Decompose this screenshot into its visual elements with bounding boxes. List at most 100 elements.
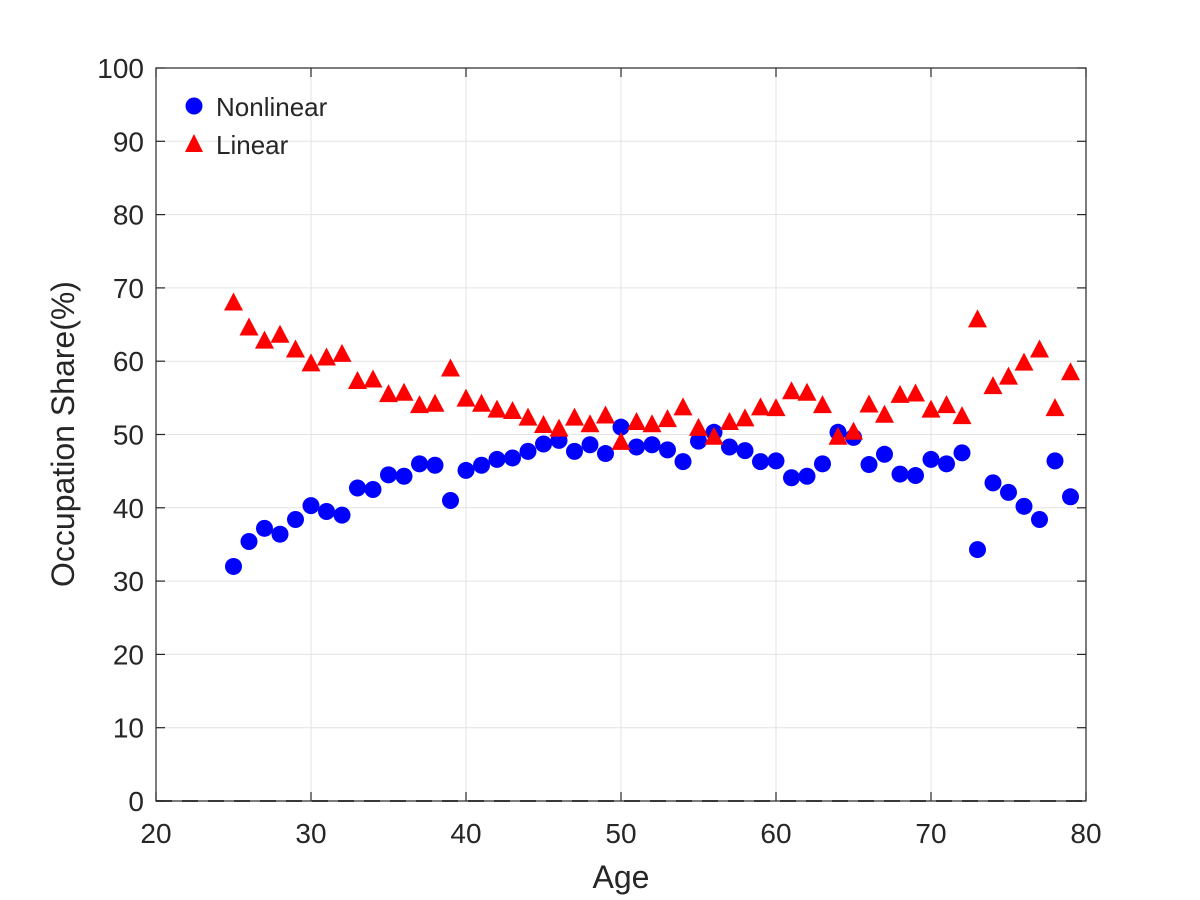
x-tick-label: 70: [915, 818, 946, 849]
data-point-linear: [1045, 398, 1065, 417]
y-tick-label: 10: [113, 713, 144, 744]
data-point-nonlinear: [411, 455, 428, 473]
data-point-nonlinear: [442, 491, 459, 509]
data-point-nonlinear: [814, 455, 831, 473]
data-point-linear: [270, 324, 290, 343]
data-point-nonlinear: [628, 438, 645, 456]
data-point-linear: [642, 414, 662, 433]
x-tick-label: 30: [295, 818, 326, 849]
legend-marker-nonlinear: [185, 97, 203, 115]
data-points: [224, 292, 1080, 575]
y-tick-label: 30: [113, 566, 144, 597]
data-point-linear: [968, 309, 987, 328]
data-point-nonlinear: [798, 467, 816, 485]
data-point-linear: [534, 414, 553, 433]
data-point-linear: [952, 406, 972, 425]
data-point-linear: [735, 408, 755, 427]
data-point-linear: [503, 401, 522, 420]
data-point-nonlinear: [969, 541, 986, 559]
data-point-nonlinear: [426, 456, 444, 474]
y-tick-label: 70: [113, 273, 144, 304]
data-point-linear: [875, 404, 894, 423]
data-point-nonlinear: [581, 436, 599, 454]
data-point-linear: [549, 418, 569, 437]
data-point-linear: [704, 426, 724, 445]
data-point-nonlinear: [860, 456, 878, 474]
data-point-nonlinear: [1062, 488, 1079, 506]
series-nonlinear: [225, 418, 1079, 575]
data-point-linear: [224, 292, 243, 311]
data-point-linear: [859, 394, 879, 413]
data-point-linear: [999, 366, 1018, 385]
data-point-nonlinear: [953, 444, 971, 462]
data-point-nonlinear: [287, 511, 304, 529]
data-point-linear: [456, 388, 476, 407]
data-point-linear: [317, 347, 336, 366]
y-tick-label: 20: [113, 639, 144, 670]
data-point-linear: [1030, 339, 1049, 358]
data-point-nonlinear: [736, 442, 754, 460]
data-point-linear: [518, 407, 538, 426]
data-point-nonlinear: [767, 452, 785, 470]
y-tick-label: 100: [97, 53, 144, 84]
y-tick-label: 90: [113, 126, 144, 157]
axis-ticks: [155, 67, 1087, 802]
data-point-linear: [286, 339, 305, 358]
data-point-nonlinear: [519, 442, 537, 460]
data-point-linear: [580, 414, 600, 433]
y-tick-label: 80: [113, 200, 144, 231]
data-point-nonlinear: [380, 466, 397, 484]
x-tick-label: 50: [605, 818, 636, 849]
x-tick-label: 60: [760, 818, 791, 849]
data-point-linear: [658, 409, 677, 428]
data-point-linear: [425, 393, 445, 412]
x-tick-label: 80: [1070, 818, 1101, 849]
data-point-nonlinear: [395, 467, 413, 485]
data-point-linear: [332, 343, 352, 362]
x-axis-title: Age: [593, 859, 650, 895]
data-point-linear: [565, 407, 584, 426]
data-point-linear: [611, 431, 631, 450]
y-axis-title: Occupation Share(%): [45, 281, 81, 587]
data-point-linear: [410, 395, 429, 414]
data-point-linear: [394, 382, 414, 401]
data-point-nonlinear: [783, 469, 800, 487]
y-tick-label: 0: [128, 786, 144, 817]
data-point-nonlinear: [984, 474, 1002, 492]
data-point-nonlinear: [473, 456, 490, 474]
y-tick-labels: 0 10 20 30 40 50 60 70 80 90 100: [97, 53, 144, 817]
data-point-nonlinear: [643, 436, 661, 454]
data-point-nonlinear: [1015, 497, 1033, 515]
data-point-nonlinear: [1046, 452, 1064, 470]
data-point-nonlinear: [364, 480, 382, 498]
data-point-nonlinear: [488, 450, 506, 468]
data-point-nonlinear: [907, 467, 924, 485]
data-point-nonlinear: [612, 418, 630, 436]
data-point-linear: [1014, 352, 1034, 371]
data-point-linear: [487, 399, 507, 418]
data-point-linear: [379, 384, 398, 403]
data-point-linear: [890, 384, 910, 403]
data-point-linear: [921, 399, 941, 418]
data-point-linear: [255, 330, 274, 349]
x-tick-label: 20: [140, 818, 171, 849]
y-tick-label: 60: [113, 346, 144, 377]
data-point-nonlinear: [333, 506, 351, 524]
data-point-nonlinear: [302, 497, 320, 515]
data-point-linear: [363, 369, 383, 388]
data-point-nonlinear: [891, 465, 909, 483]
data-point-nonlinear: [349, 479, 366, 497]
data-point-nonlinear: [938, 455, 955, 473]
data-point-nonlinear: [752, 453, 769, 471]
data-point-nonlinear: [256, 519, 273, 537]
data-point-nonlinear: [271, 525, 289, 543]
data-point-linear: [301, 353, 321, 372]
data-point-nonlinear: [659, 441, 676, 459]
data-point-linear: [983, 376, 1003, 395]
data-point-linear: [813, 395, 832, 414]
data-point-nonlinear: [876, 445, 893, 463]
data-point-nonlinear: [318, 502, 335, 520]
y-tick-label: 40: [113, 493, 144, 524]
data-point-nonlinear: [240, 533, 258, 551]
